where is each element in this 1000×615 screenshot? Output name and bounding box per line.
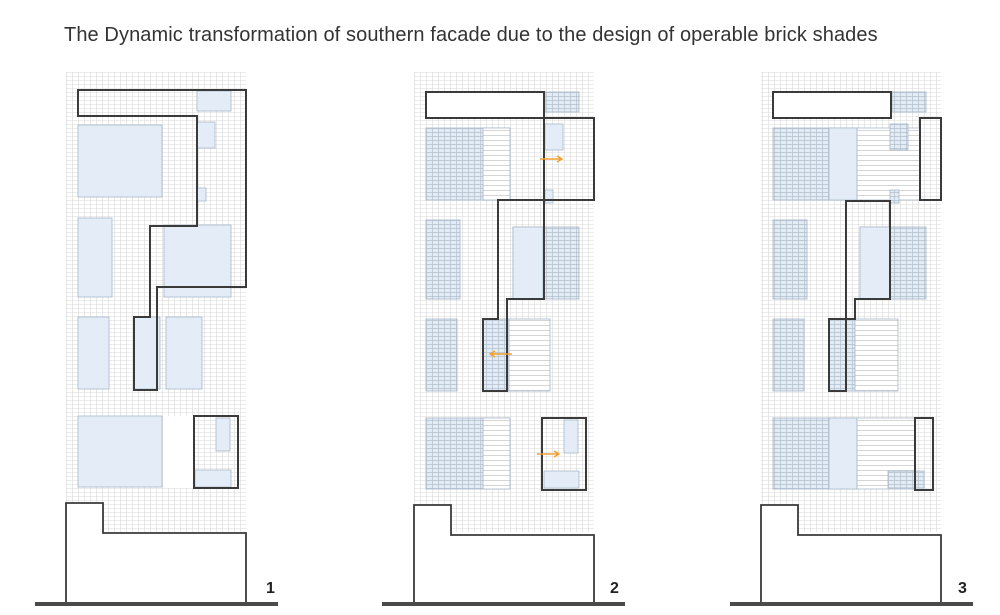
window (77, 316, 110, 390)
window (891, 91, 927, 113)
shade-slats (482, 127, 511, 201)
shade-slats (482, 417, 511, 490)
brick-shade-outline (193, 415, 239, 489)
panel-number-1: 1 (266, 580, 275, 597)
window (165, 316, 203, 390)
window (77, 124, 163, 198)
brick-shade-outline (828, 200, 891, 392)
window (425, 318, 458, 392)
window (163, 224, 232, 298)
window (512, 226, 544, 300)
panel-number-3: 3 (958, 580, 967, 597)
shade-panel (163, 416, 195, 488)
brick-shade-outline (772, 91, 892, 119)
window (425, 219, 461, 300)
window (563, 419, 579, 454)
window (77, 217, 113, 298)
window (544, 91, 580, 113)
window (889, 123, 909, 151)
ground-floor-outline (413, 504, 595, 605)
window (543, 470, 580, 489)
shade-slats (854, 318, 899, 392)
window (482, 318, 510, 392)
brick-shade-outline (425, 91, 545, 119)
panel-number-2: 2 (610, 580, 619, 597)
shade-slats (508, 318, 551, 392)
slide-right-arrow (537, 450, 561, 458)
window (889, 189, 900, 204)
shade-slats (856, 127, 921, 201)
slide-right-arrow (540, 155, 564, 163)
facade-panel-2 (382, 72, 625, 606)
window (77, 415, 163, 488)
window (828, 318, 856, 392)
brick-shade-outline (919, 117, 942, 201)
brick-shade-outline (77, 89, 247, 391)
window (544, 189, 554, 204)
slide-left-arrow (488, 350, 512, 358)
window (828, 127, 858, 201)
brick-shade-outline (482, 199, 545, 392)
window (544, 123, 564, 151)
window (215, 417, 231, 452)
facade-panel-3 (730, 72, 973, 606)
ground-floor-outline (65, 502, 247, 605)
window (887, 470, 925, 489)
window (194, 469, 232, 488)
facade-panel-1 (35, 72, 278, 606)
window (859, 226, 891, 300)
window (772, 318, 805, 392)
brick-shade-outline (914, 417, 934, 491)
diagram-title: The Dynamic transformation of southern f… (64, 24, 878, 46)
ground-floor-outline (760, 504, 942, 605)
window (828, 417, 858, 490)
window (133, 316, 161, 390)
window (772, 219, 808, 300)
